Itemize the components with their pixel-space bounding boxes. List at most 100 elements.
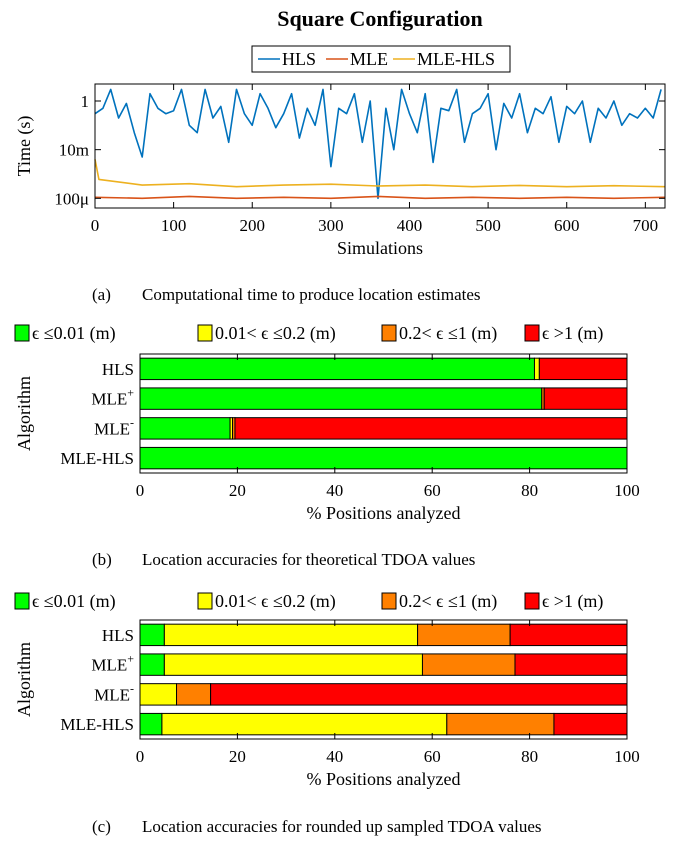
figure-title: Square Configuration	[277, 6, 483, 31]
bar-segment-b	[234, 417, 628, 440]
bar-segment-b	[543, 387, 628, 410]
category-label-c: MLE-HLS	[60, 715, 134, 734]
bar-segment-b	[533, 357, 540, 381]
category-label-c: MLE-	[94, 681, 134, 704]
legend-label-c: ϵ ≤0.01 (m)	[32, 591, 116, 612]
legend-swatch-b	[197, 324, 213, 342]
legend-label-a: HLS	[282, 49, 316, 69]
category-label-b: MLE-	[94, 415, 134, 438]
legend-c: ϵ ≤0.01 (m) 0.01< ϵ ≤0.2 (m) 0.2< ϵ ≤1 (m)…	[14, 591, 603, 612]
legend-b: ϵ ≤0.01 (m) 0.01< ϵ ≤0.2 (m) 0.2< ϵ ≤1 (m)…	[14, 323, 603, 344]
series-line-mle-hls	[94, 159, 666, 188]
x-tick-label-b: 100	[614, 481, 640, 500]
legend-swatch-c	[197, 592, 213, 610]
legend-label-c: ϵ >1 (m)	[542, 591, 603, 612]
x-tick-label-a: 300	[318, 216, 344, 235]
legend-swatch-c	[381, 592, 397, 610]
x-axis-label-b: % Positions analyzed	[307, 503, 461, 523]
x-axis-label-c: % Positions analyzed	[307, 769, 461, 789]
plot-area-a	[95, 84, 665, 208]
series-line-hls	[94, 88, 662, 200]
y-axis-label-b: Algorithm	[14, 376, 34, 451]
x-tick-label-a: 200	[239, 216, 265, 235]
x-tick-label-a: 0	[91, 216, 100, 235]
x-tick-label-c: 40	[326, 747, 343, 766]
bar-segment-c	[139, 623, 165, 647]
legend-label-b: ϵ ≤0.01 (m)	[32, 323, 116, 344]
x-tick-label-c: 0	[136, 747, 145, 766]
x-tick-label-a: 700	[633, 216, 659, 235]
series-line-mle	[94, 195, 666, 200]
legend-label-c: 0.01< ϵ ≤0.2 (m)	[215, 591, 336, 612]
bar-segment-c	[210, 683, 628, 706]
legend-label-b: 0.2< ϵ ≤1 (m)	[399, 323, 497, 344]
legend-label-b: ϵ >1 (m)	[542, 323, 603, 344]
x-tick-label-b: 0	[136, 481, 145, 500]
legend-box-a	[251, 45, 511, 73]
plot-frame-a	[94, 83, 666, 209]
bar-segment-c	[161, 712, 448, 736]
bar-segment-c	[139, 653, 165, 676]
x-tick-label-a: 400	[397, 216, 423, 235]
y-tick-label-a: 100μ	[54, 189, 89, 208]
bar-segment-c	[139, 683, 178, 706]
bar-chart-b: ϵ ≤0.01 (m) 0.01< ϵ ≤0.2 (m) 0.2< ϵ ≤1 (m)…	[14, 323, 640, 523]
bar-segment-b	[139, 357, 535, 381]
y-axis-label-c: Algorithm	[14, 642, 34, 717]
caption-letter-b: (b)	[92, 550, 112, 569]
legend-swatch-c	[524, 592, 540, 610]
legend-label-a: MLE-HLS	[417, 49, 495, 69]
category-label-b: HLS	[102, 360, 134, 379]
legend-swatch-c	[14, 592, 30, 610]
bar-segment-c	[417, 623, 511, 647]
legend-swatch-b	[14, 324, 30, 342]
x-axis-label-a: Simulations	[337, 238, 423, 258]
bar-segment-c	[421, 653, 516, 676]
legend-label-a: MLE	[350, 49, 388, 69]
bar-segment-b	[139, 417, 231, 440]
caption-text-c: Location accuracies for rounded up sampl…	[142, 817, 542, 836]
x-tick-label-c: 20	[229, 747, 246, 766]
bar-chart-c: ϵ ≤0.01 (m) 0.01< ϵ ≤0.2 (m) 0.2< ϵ ≤1 (m)…	[14, 591, 640, 789]
y-tick-label-a: 1	[81, 92, 90, 111]
x-tick-label-c: 60	[424, 747, 441, 766]
line-chart-a: 0 100 200 300 400 500 600 700 100μ 10m 1 Simulation…	[14, 45, 666, 258]
category-label-b: MLE+	[91, 386, 134, 409]
plot-frame-b	[139, 353, 628, 474]
bar-segment-c	[163, 653, 423, 676]
x-tick-label-c: 80	[521, 747, 538, 766]
y-tick-label-a: 10m	[59, 141, 89, 160]
x-tick-label-a: 100	[161, 216, 187, 235]
bar-segment-c	[553, 712, 628, 736]
bar-segment-c	[163, 623, 419, 647]
bar-segment-b	[139, 387, 543, 410]
category-label-c: HLS	[102, 626, 134, 645]
legend-swatch-b	[381, 324, 397, 342]
category-label-c: MLE+	[91, 652, 134, 675]
bar-segment-b	[538, 357, 628, 381]
bar-segment-b	[139, 446, 628, 470]
bar-segment-c	[139, 712, 163, 736]
caption-text-b: Location accuracies for theoretical TDOA…	[142, 550, 475, 569]
caption-letter-c: (c)	[92, 817, 111, 836]
x-tick-label-c: 100	[614, 747, 640, 766]
legend-swatch-b	[524, 324, 540, 342]
x-tick-label-b: 60	[424, 481, 441, 500]
category-label-b: MLE-HLS	[60, 449, 134, 468]
plot-frame-c	[139, 619, 628, 740]
caption-letter-a: (a)	[92, 285, 111, 304]
bar-segment-c	[446, 712, 555, 736]
x-tick-label-b: 80	[521, 481, 538, 500]
legend-a: HLS MLE MLE-HLS	[251, 45, 511, 73]
legend-label-b: 0.01< ϵ ≤0.2 (m)	[215, 323, 336, 344]
bar-segment-c	[176, 683, 212, 706]
caption-text-a: Computational time to produce location e…	[142, 285, 481, 304]
bar-segment-c	[514, 653, 628, 676]
x-tick-label-a: 600	[554, 216, 580, 235]
legend-label-c: 0.2< ϵ ≤1 (m)	[399, 591, 497, 612]
bar-segment-c	[509, 623, 628, 647]
x-tick-label-b: 20	[229, 481, 246, 500]
x-tick-label-a: 500	[475, 216, 501, 235]
x-tick-label-b: 40	[326, 481, 343, 500]
